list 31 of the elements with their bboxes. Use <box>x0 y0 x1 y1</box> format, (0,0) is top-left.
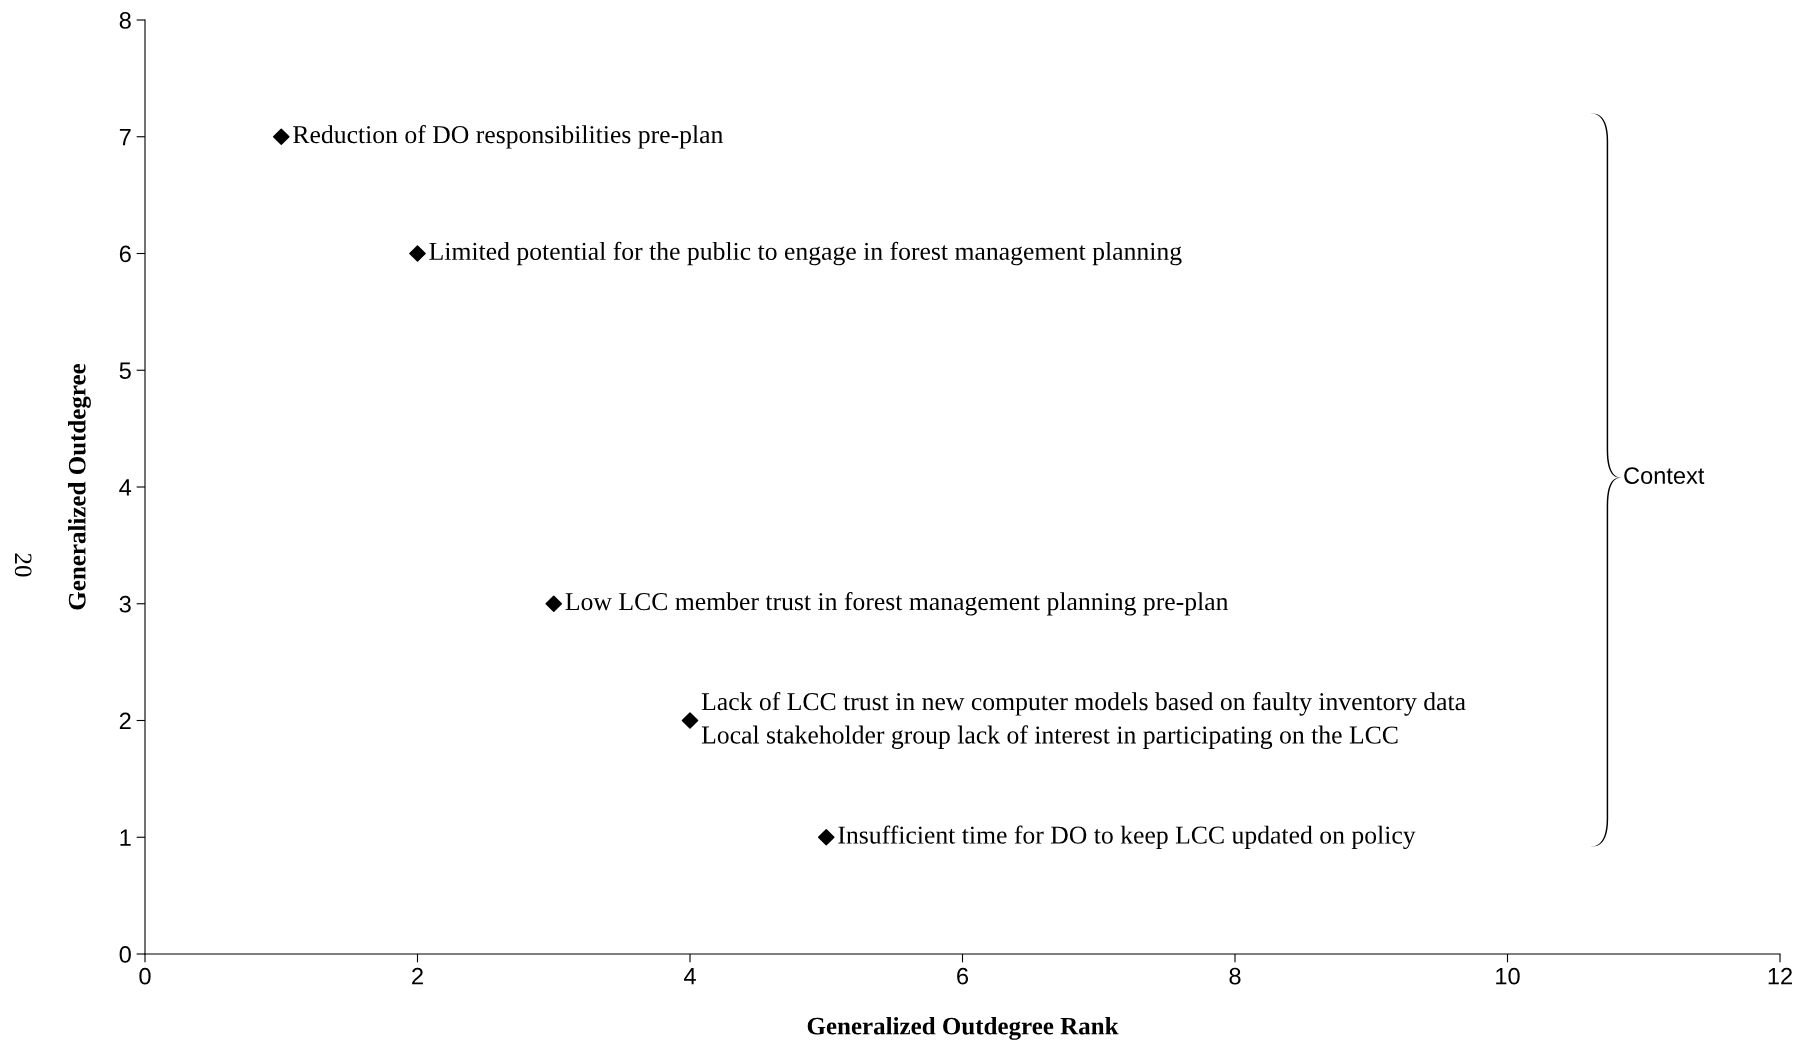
y-tick-label: 1 <box>120 829 131 846</box>
y-tick-label: 4 <box>119 479 132 496</box>
x-tick-label: 12 <box>1768 967 1792 985</box>
x-tick-label: 0 <box>139 967 151 985</box>
annotation: Low LCC member trust in forest management planning pre-plan <box>565 591 1229 616</box>
y-tick-label: 3 <box>119 595 131 613</box>
x-tick-label: 8 <box>1229 967 1241 985</box>
point <box>409 245 426 262</box>
x-tick-label: 6 <box>957 967 969 985</box>
x-axis-title: Generalized Outdegree Rank <box>807 1016 1119 1040</box>
annotation: Limited potential for the public to engage in forest management planning <box>429 241 1182 266</box>
annotation: Insufficient time for DO to keep LCC updated on policy <box>838 825 1416 850</box>
annotation: Reduction of DO responsibilities pre-plan <box>293 124 723 149</box>
point <box>272 128 290 146</box>
point <box>545 595 563 613</box>
annotation: Context <box>1624 467 1705 484</box>
y-tick-label: 2 <box>119 712 131 730</box>
y-tick-label: 6 <box>119 245 131 263</box>
y-axis-title: Generalized Outdegree <box>68 363 91 610</box>
x-tick-label: 2 <box>412 967 423 985</box>
y-tick-label: 0 <box>119 946 131 963</box>
text: 20 <box>14 553 32 577</box>
x-tick-label: 4 <box>683 968 696 985</box>
y-tick-label: 7 <box>119 129 131 146</box>
x-tick-label: 10 <box>1496 967 1520 985</box>
y-tick-label: 5 <box>119 362 131 380</box>
annotation: Local stakeholder group lack of interest in participating on the LCC <box>701 725 1398 749</box>
point <box>681 712 699 729</box>
y-tick-label: 8 <box>119 12 131 29</box>
annotation: Lack of LCC trust in new computer models based on faulty inventory data <box>701 692 1466 716</box>
point <box>817 828 835 846</box>
